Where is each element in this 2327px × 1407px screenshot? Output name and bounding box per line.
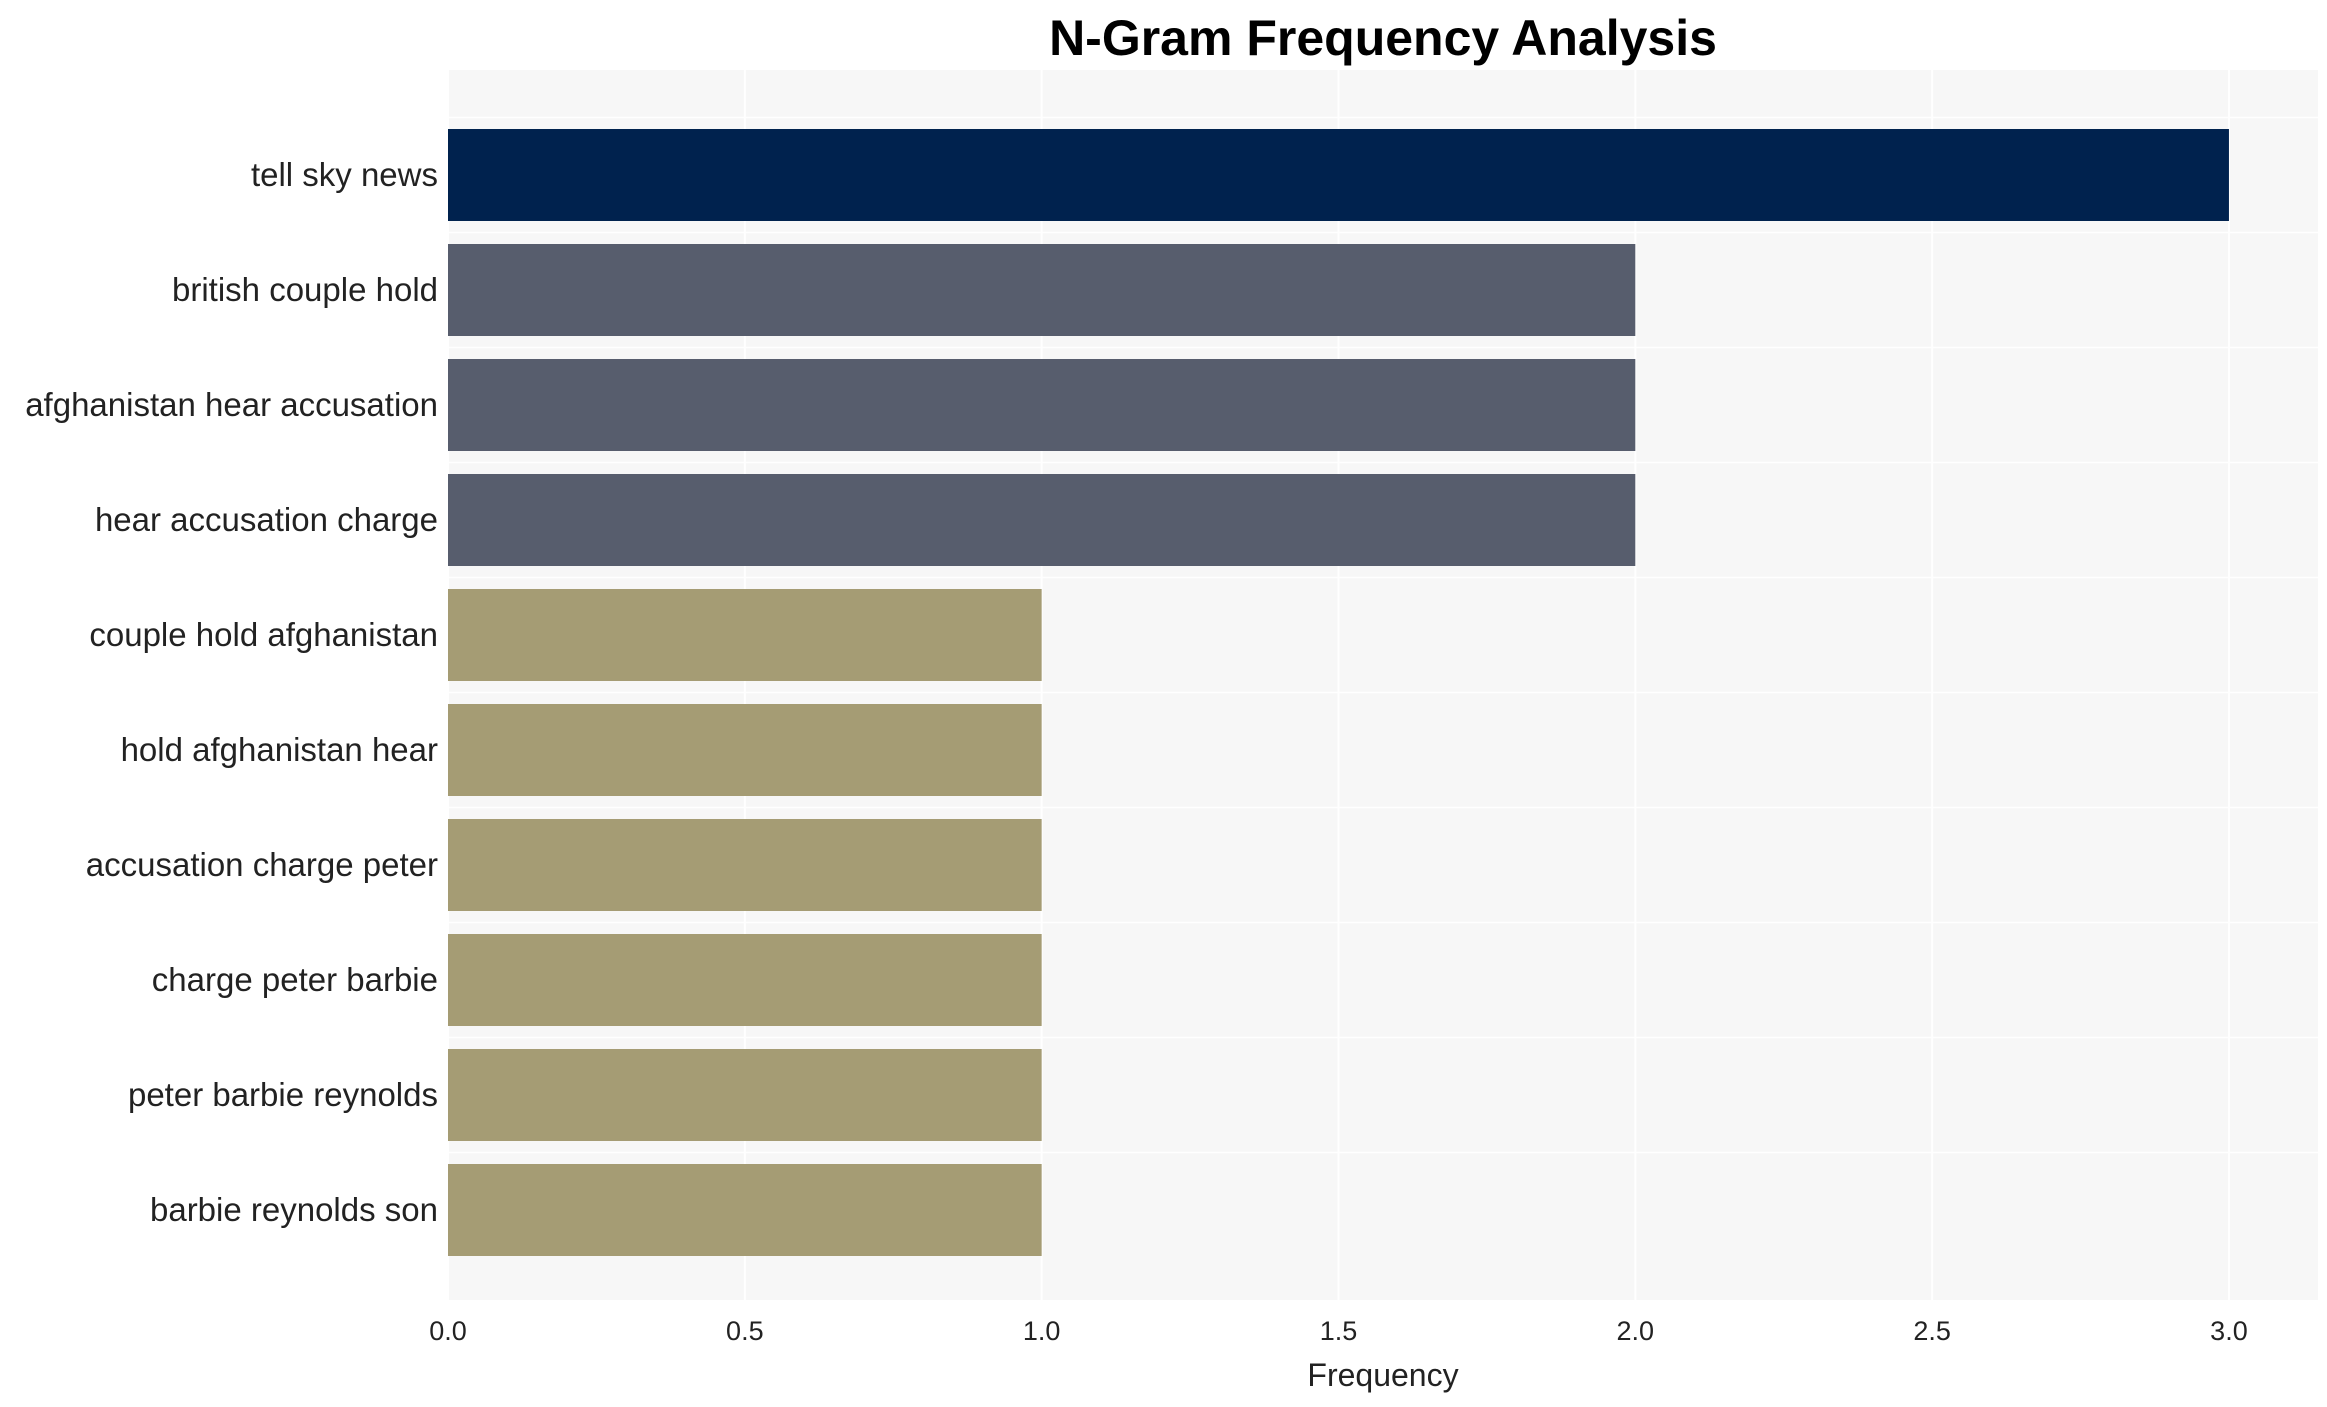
category-label-1: british couple hold: [172, 271, 438, 308]
bar-8: [448, 1049, 1042, 1141]
bar-5: [448, 704, 1042, 796]
x-tick-label-5: 2.5: [1913, 1316, 1951, 1346]
x-tick-label-0: 0.0: [429, 1316, 467, 1346]
category-label-3: hear accusation charge: [95, 501, 438, 538]
bar-3: [448, 474, 1636, 566]
x-tick-label-3: 1.5: [1320, 1316, 1358, 1346]
bar-9: [448, 1164, 1042, 1256]
x-tick-label-4: 2.0: [1617, 1316, 1655, 1346]
bar-4: [448, 589, 1042, 681]
bar-1: [448, 244, 1636, 336]
category-label-4: couple hold afghanistan: [89, 616, 438, 653]
category-label-5: hold afghanistan hear: [121, 731, 438, 768]
bar-6: [448, 819, 1042, 911]
x-tick-label-6: 3.0: [2210, 1316, 2248, 1346]
category-label-0: tell sky news: [251, 156, 438, 193]
category-label-6: accusation charge peter: [86, 846, 438, 883]
x-tick-label-2: 1.0: [1023, 1316, 1061, 1346]
bars: [448, 129, 2229, 1256]
category-labels: tell sky news british couple hold afghanis…: [25, 156, 438, 1228]
bar-2: [448, 359, 1636, 451]
bar-0: [448, 129, 2229, 221]
bar-7: [448, 934, 1042, 1026]
x-axis-label: Frequency: [1307, 1357, 1458, 1393]
category-label-2: afghanistan hear accusation: [25, 386, 438, 423]
x-tick-labels: 0.0 0.5 1.0 1.5 2.0 2.5 3.0: [429, 1316, 2247, 1346]
category-label-7: charge peter barbie: [152, 961, 438, 998]
x-tick-label-1: 0.5: [726, 1316, 764, 1346]
chart-title: N-Gram Frequency Analysis: [1049, 10, 1717, 66]
category-label-8: peter barbie reynolds: [128, 1076, 438, 1113]
category-label-9: barbie reynolds son: [150, 1191, 438, 1228]
